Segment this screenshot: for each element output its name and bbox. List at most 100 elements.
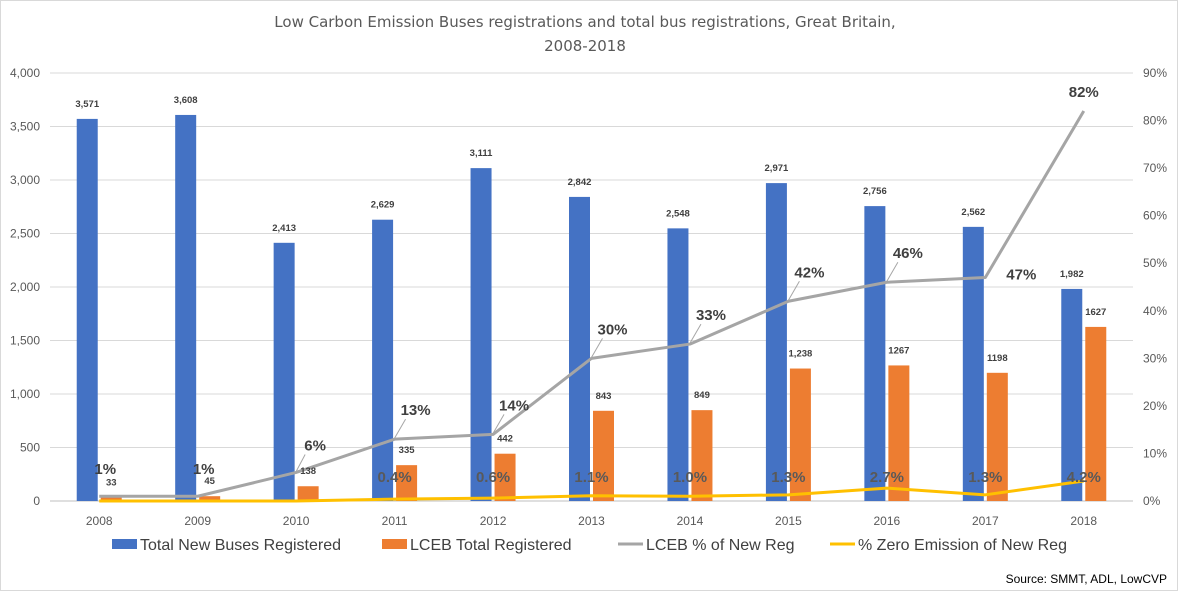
- legend-label: Total New Buses Registered: [140, 537, 341, 554]
- y-tick-label: 4,000: [10, 66, 40, 80]
- label-leader-line: [394, 418, 407, 439]
- y-axis-right: 0% 10% 20% 30% 40% 50% 60% 70% 80% 90%: [1143, 66, 1167, 508]
- bar-lceb-registered: [789, 368, 811, 501]
- x-axis: 2008 2009 2010 2011 2012 2013 2014 2015 2016 2017…: [86, 514, 1098, 528]
- bar-label-total: 2,971: [765, 163, 789, 174]
- label-zero-emission-percent: 1.3%: [968, 469, 1002, 486]
- bars: [76, 114, 1107, 502]
- label-lceb-percent: 6%: [304, 437, 326, 454]
- label-zero-emission-percent: 1.0%: [673, 469, 707, 486]
- y2-tick-label: 20%: [1143, 399, 1167, 413]
- x-tick-label: 2009: [184, 514, 211, 528]
- bar-total-new-buses: [1061, 288, 1083, 501]
- y2-tick-label: 90%: [1143, 66, 1167, 80]
- bar-label-total: 2,842: [568, 177, 592, 188]
- y-tick-label: 0: [33, 494, 40, 508]
- x-tick-label: 2014: [677, 514, 704, 528]
- bar-lceb-registered: [494, 453, 516, 501]
- legend-label: LCEB Total Registered: [410, 537, 572, 554]
- label-lceb-percent: 47%: [1006, 266, 1036, 283]
- bar-label-lceb: 849: [694, 390, 710, 401]
- label-zero-emission-percent: 2.7%: [870, 469, 904, 486]
- y-tick-label: 3,500: [10, 120, 40, 134]
- y-tick-label: 3,000: [10, 173, 40, 187]
- label-leader-line: [492, 414, 505, 434]
- y-tick-label: 2,000: [10, 280, 40, 294]
- y-tick-label: 1,500: [10, 334, 40, 348]
- legend-swatch: [382, 539, 407, 549]
- label-zero-emission-percent: 0.4%: [377, 469, 411, 486]
- bar-label-total: 2,629: [371, 200, 395, 211]
- bar-label-total: 2,548: [666, 208, 690, 219]
- y-tick-label: 500: [20, 441, 40, 455]
- label-lceb-percent: 33%: [696, 307, 726, 324]
- bar-label-lceb: 138: [300, 466, 316, 477]
- x-tick-label: 2016: [874, 514, 901, 528]
- bar-label-total: 3,571: [75, 99, 99, 110]
- bar-label-total: 2,756: [863, 186, 887, 197]
- bar-label-lceb: 45: [204, 476, 215, 487]
- x-tick-label: 2015: [775, 514, 802, 528]
- y2-tick-label: 70%: [1143, 161, 1167, 175]
- label-lceb-percent: 1%: [94, 461, 116, 478]
- chart-title-line-2: 2008-2018: [544, 37, 626, 55]
- gridlines: [50, 72, 1133, 502]
- label-lceb-percent: 1%: [193, 461, 215, 478]
- line-lceb-percent: [99, 110, 1086, 498]
- legend-label: LCEB % of New Reg: [646, 537, 795, 554]
- bar-label-lceb: 1627: [1085, 307, 1106, 318]
- x-tick-label: 2018: [1070, 514, 1097, 528]
- bar-label-total: 1,982: [1060, 269, 1084, 280]
- label-leader-line: [787, 281, 800, 301]
- bar-total-new-buses: [175, 114, 197, 501]
- bar-lceb-registered: [593, 410, 614, 501]
- label-zero-emission-percent: 4.2%: [1067, 469, 1101, 486]
- y-tick-label: 2,500: [10, 227, 40, 241]
- legend-label: % Zero Emission of New Reg: [858, 537, 1067, 554]
- bar-lceb-registered: [396, 465, 418, 501]
- y2-tick-label: 40%: [1143, 304, 1167, 318]
- bar-label-lceb: 442: [497, 434, 513, 445]
- bar-total-new-buses: [667, 228, 689, 501]
- x-tick-label: 2013: [578, 514, 605, 528]
- label-leader-line: [886, 261, 899, 282]
- y-axis-left: 0 500 1,000 1,500 2,000 2,500 3,000 3,500 4,000: [10, 66, 40, 508]
- bar-total-new-buses: [76, 118, 98, 501]
- bar-lceb-registered: [888, 365, 910, 501]
- bar-lceb-registered: [100, 497, 122, 501]
- bar-lceb-registered: [691, 410, 713, 501]
- bar-label-total: 2,562: [961, 207, 985, 218]
- label-leader-line: [295, 454, 306, 472]
- bar-label-total: 3,608: [174, 95, 198, 106]
- lines: [99, 110, 1086, 503]
- legend: Total New Buses Registered LCEB Total Reg…: [112, 537, 1067, 554]
- bar-label-total: 2,413: [272, 223, 296, 234]
- bar-label-lceb: 1267: [888, 345, 909, 356]
- bar-label-total: 3,111: [470, 148, 493, 159]
- bar-label-lceb: 33: [106, 477, 117, 488]
- label-leader-line: [689, 323, 702, 344]
- bar-label-lceb: 1198: [987, 353, 1008, 364]
- bar-total-new-buses: [765, 183, 787, 501]
- label-lceb-percent: 30%: [597, 321, 627, 338]
- label-leader-line: [591, 338, 603, 358]
- y-tick-label: 1,000: [10, 387, 40, 401]
- x-tick-label: 2011: [382, 514, 408, 528]
- bar-lceb-registered: [1085, 326, 1107, 501]
- bar-lceb-registered: [199, 496, 221, 501]
- label-lceb-percent: 82%: [1069, 84, 1099, 101]
- y2-tick-label: 80%: [1143, 114, 1167, 128]
- bar-label-lceb: 335: [399, 445, 416, 456]
- chart-title-line-1: Low Carbon Emission Buses registrations …: [274, 13, 895, 31]
- bar-lceb-registered: [986, 372, 1008, 501]
- line-zero-emission-percent: [99, 479, 1084, 503]
- label-lceb-percent: 14%: [499, 397, 529, 414]
- label-zero-emission-percent: 0.6%: [476, 469, 510, 486]
- label-zero-emission-percent: 1.1%: [574, 469, 608, 486]
- bar-total-new-buses: [372, 219, 394, 501]
- label-lceb-percent: 46%: [893, 245, 923, 262]
- y2-tick-label: 10%: [1143, 446, 1167, 460]
- x-tick-label: 2008: [86, 514, 113, 528]
- bar-total-new-buses: [962, 226, 984, 501]
